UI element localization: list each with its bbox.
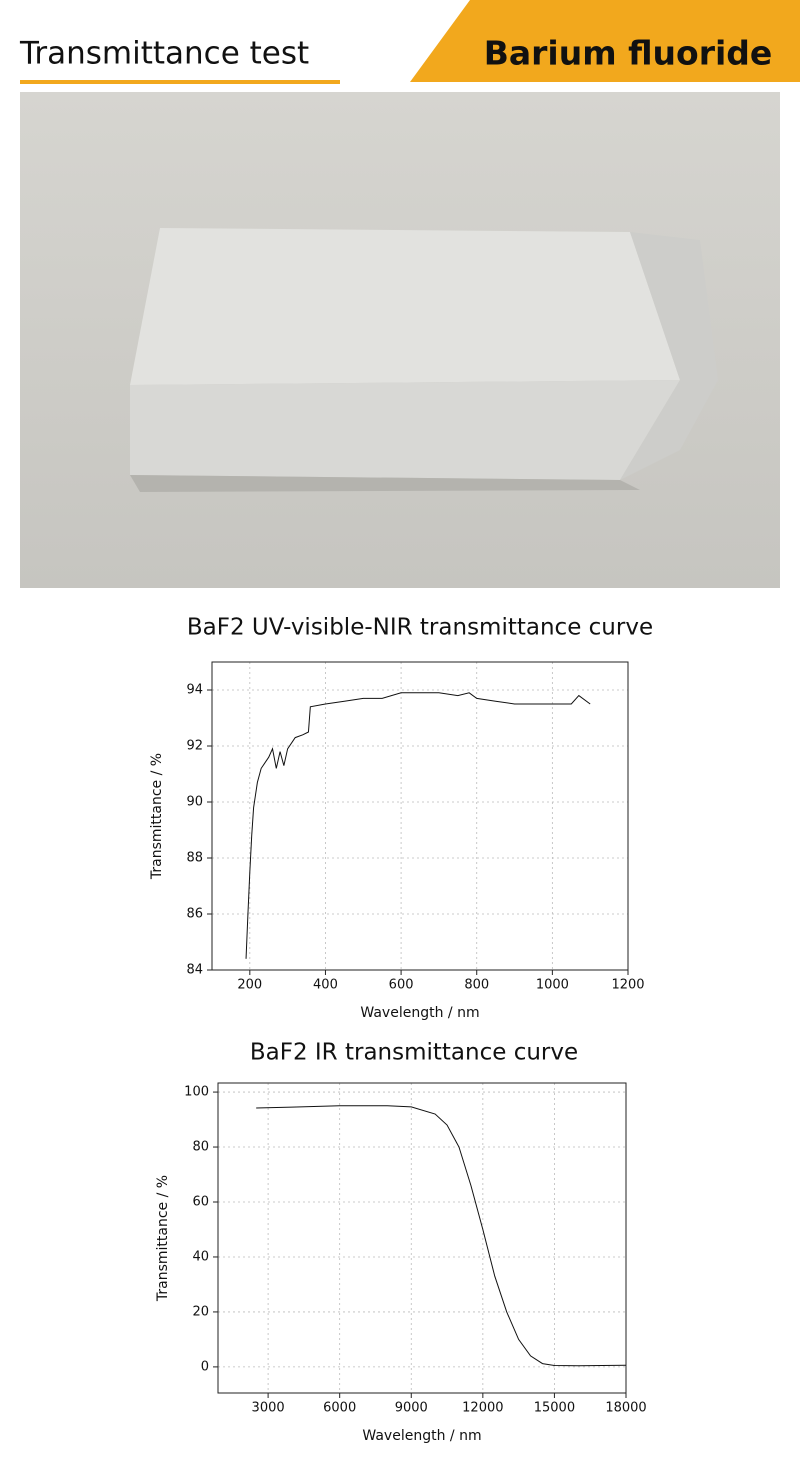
y-axis-label: Transmittance / %: [149, 753, 165, 880]
y-axis-label: Transmittance / %: [155, 1175, 171, 1302]
x-tick-label: 1000: [536, 978, 569, 993]
y-tick-label: 0: [201, 1359, 209, 1374]
block-front: [130, 380, 680, 480]
plot-frame: [211, 661, 629, 971]
chart-title: BaF2 UV-visible-NIR transmittance curve: [187, 615, 653, 641]
x-tick-label: 18000: [605, 1401, 646, 1416]
photo: [20, 92, 780, 588]
charts: BaF2 UV-visible-NIR transmittance curve 8…: [149, 615, 653, 1445]
y-tick-label: 92: [186, 739, 203, 754]
y-tick-label: 86: [186, 907, 203, 922]
block-side: [620, 232, 718, 480]
y-tick-label: 100: [184, 1085, 209, 1100]
block-top: [130, 228, 680, 385]
x-tick-label: 12000: [462, 1401, 503, 1416]
x-tick-label: 600: [389, 978, 414, 993]
y-tick-label: 80: [192, 1140, 209, 1155]
x-tick-label: 1200: [611, 978, 644, 993]
x-axis-label: Wavelength / nm: [362, 1428, 481, 1444]
y-tick-label: 90: [186, 795, 203, 810]
y-tick-label: 20: [192, 1304, 209, 1319]
badge-text: Barium fluoride: [484, 34, 773, 73]
block-shadow: [130, 475, 640, 492]
title-underline: [20, 80, 340, 84]
x-tick-label: 6000: [323, 1401, 356, 1416]
page-title: Transmittance test: [19, 36, 309, 72]
x-tick-label: 400: [313, 978, 338, 993]
y-tick-label: 84: [186, 963, 203, 978]
x-tick-label: 15000: [534, 1401, 575, 1416]
y-tick-label: 40: [192, 1249, 209, 1264]
chart-title: BaF2 IR transmittance curve: [250, 1040, 578, 1066]
x-tick-label: 3000: [252, 1401, 285, 1416]
x-tick-label: 9000: [395, 1401, 428, 1416]
x-tick-label: 800: [464, 978, 489, 993]
badge-bg: [410, 0, 800, 82]
data-line: [245, 692, 591, 959]
plot-frame: [217, 1082, 627, 1394]
data-line: [256, 1105, 627, 1367]
y-tick-label: 88: [186, 851, 203, 866]
x-tick-label: 200: [237, 978, 262, 993]
y-tick-label: 94: [186, 683, 203, 698]
y-tick-label: 60: [192, 1194, 209, 1209]
x-axis-label: Wavelength / nm: [360, 1005, 479, 1021]
